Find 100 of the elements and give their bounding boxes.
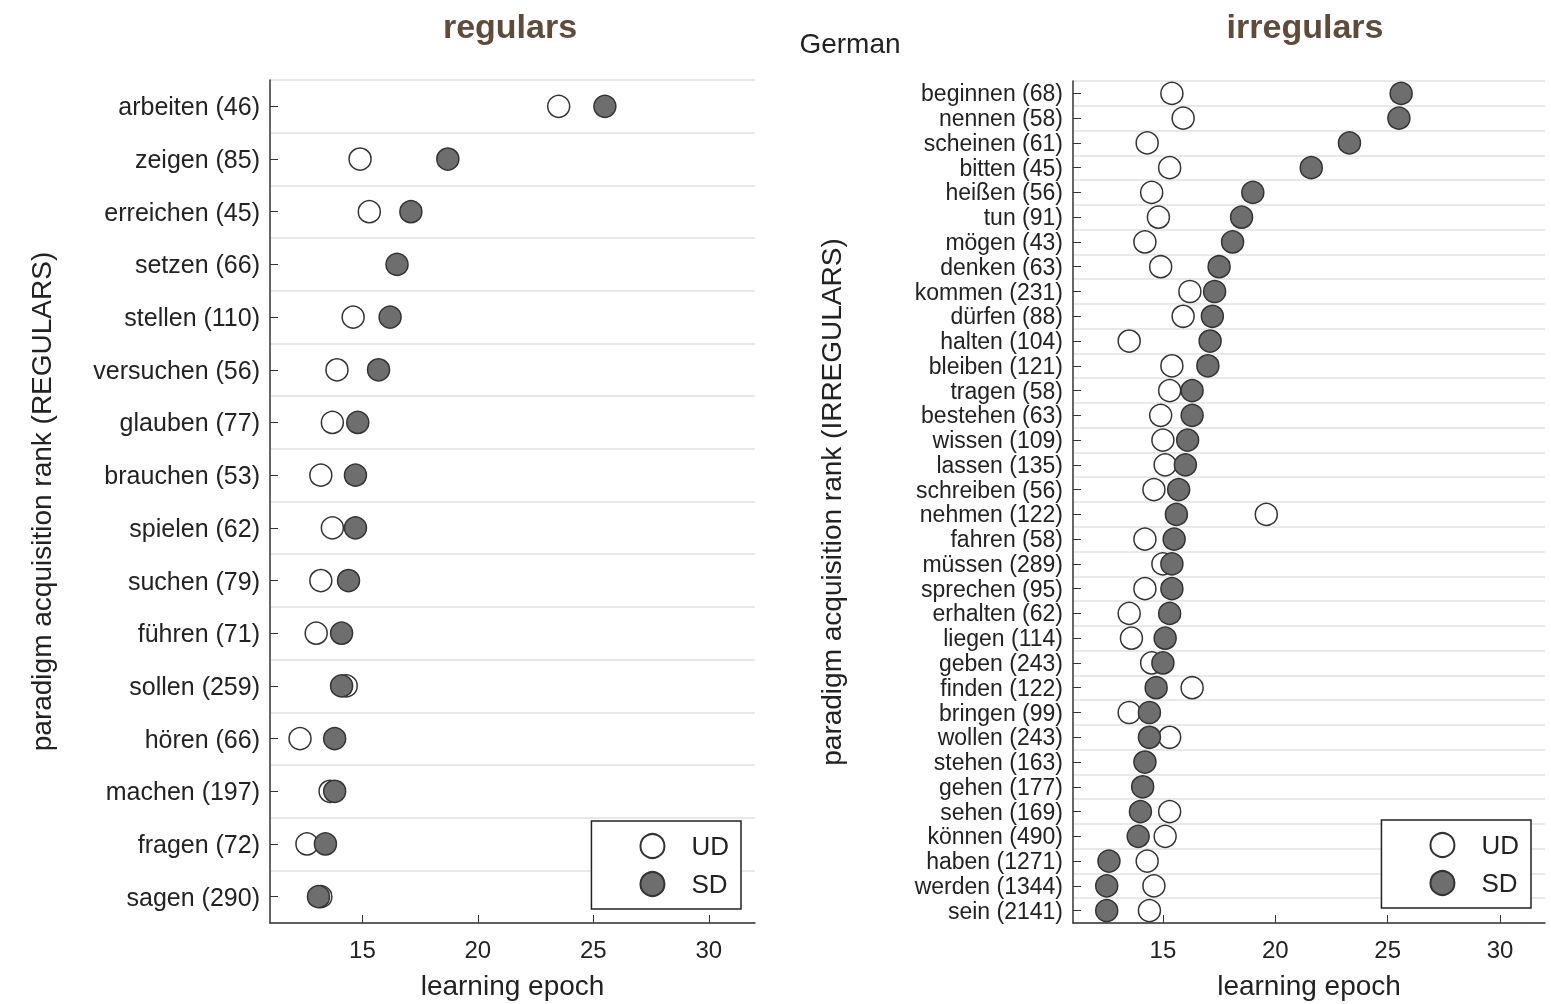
y-tick-label: haben (1271) [926, 848, 1063, 875]
point [1164, 502, 1189, 527]
y-tick-label: wissen (109) [931, 427, 1063, 454]
point [1160, 81, 1184, 106]
y-tick-label: glauben (77) [119, 408, 260, 437]
y-tick-label: fahren (58) [950, 526, 1063, 553]
point [295, 832, 319, 856]
legend-label: UD [1481, 830, 1520, 860]
point [1146, 205, 1171, 229]
x-tick-label: 25 [579, 935, 607, 963]
point [1337, 131, 1362, 155]
point [1097, 849, 1121, 873]
point [348, 147, 372, 171]
point [1139, 180, 1164, 205]
point [1133, 750, 1157, 774]
point [1171, 304, 1195, 329]
text: German [798, 28, 902, 60]
point [1119, 626, 1144, 650]
point [313, 832, 338, 856]
point [1153, 824, 1177, 849]
point [1389, 81, 1413, 106]
point [1387, 106, 1411, 130]
y-tick-label: suchen (79) [127, 566, 260, 595]
y-tick-label: hören (66) [144, 724, 260, 753]
point [336, 568, 361, 593]
y-tick-label: machen (197) [105, 777, 260, 806]
point [1157, 378, 1182, 403]
point [346, 410, 370, 435]
x-tick-label: 15 [1149, 935, 1177, 963]
point [322, 726, 347, 751]
point [1153, 453, 1177, 477]
point [322, 779, 347, 804]
point [366, 358, 391, 382]
point [1133, 527, 1157, 551]
point [436, 147, 460, 171]
point [1137, 898, 1162, 923]
point [1160, 576, 1184, 601]
point [320, 516, 345, 540]
point [1180, 378, 1204, 403]
y-tick-label: beginnen (68) [921, 80, 1063, 107]
point [1198, 329, 1222, 353]
point [1180, 675, 1204, 700]
point [1200, 304, 1225, 329]
y-tick-label: brauchen (53) [104, 461, 260, 490]
point [1157, 155, 1182, 180]
point [1094, 898, 1119, 923]
x-axis-title: learning epoch [1217, 969, 1401, 1001]
point [1220, 230, 1245, 254]
point [1157, 725, 1182, 750]
x-tick-label: 20 [1261, 935, 1289, 963]
y-tick-label: stellen (110) [124, 303, 260, 332]
point [1151, 651, 1175, 675]
point [1202, 279, 1227, 304]
point [309, 568, 333, 593]
point [304, 621, 328, 645]
point [1128, 799, 1153, 824]
point [1254, 502, 1279, 527]
y-tick-label: fragen (72) [137, 829, 260, 858]
point [1151, 428, 1175, 452]
legend-label: UD [691, 831, 730, 861]
point [1137, 725, 1162, 750]
x-tick-label: 20 [464, 935, 492, 963]
y-axis-title: paradigm acquisition rank (REGULARS) [25, 251, 57, 752]
point [1196, 354, 1220, 378]
point [1157, 601, 1182, 626]
point [1166, 477, 1191, 502]
y-tick-label: versuchen (56) [93, 355, 260, 384]
point [1299, 155, 1323, 180]
y-tick-label: setzen (66) [134, 250, 260, 279]
point [325, 358, 349, 382]
x-axis-title: learning epoch [420, 969, 605, 1001]
point [1162, 527, 1186, 551]
y-tick-label: spielen (62) [129, 513, 260, 542]
point [1142, 477, 1166, 502]
y-tick-label: nennen (58) [938, 105, 1063, 132]
point [1133, 576, 1157, 601]
chart-title: irregulars [1226, 7, 1384, 45]
point [1133, 230, 1157, 254]
point [343, 516, 368, 540]
point [320, 410, 345, 435]
point [378, 305, 402, 329]
point [1178, 279, 1202, 304]
y-tick-label: stehen (163) [933, 749, 1063, 776]
point [1153, 626, 1177, 650]
point [1094, 874, 1119, 898]
x-tick-label: 15 [349, 935, 376, 963]
point [1207, 254, 1231, 279]
y-tick-label: erreichen (45) [104, 197, 260, 226]
point [1135, 131, 1159, 155]
point [1175, 428, 1200, 452]
legend-label: SD [1481, 868, 1518, 898]
y-tick-label: liegen (114) [943, 625, 1063, 652]
y-tick-label: halten (104) [940, 328, 1063, 355]
point [1157, 799, 1182, 824]
point [1229, 205, 1254, 229]
point [1171, 106, 1195, 130]
point [1117, 601, 1141, 626]
x-tick-label: 30 [1486, 935, 1514, 963]
point [546, 94, 571, 119]
point [1117, 700, 1141, 725]
